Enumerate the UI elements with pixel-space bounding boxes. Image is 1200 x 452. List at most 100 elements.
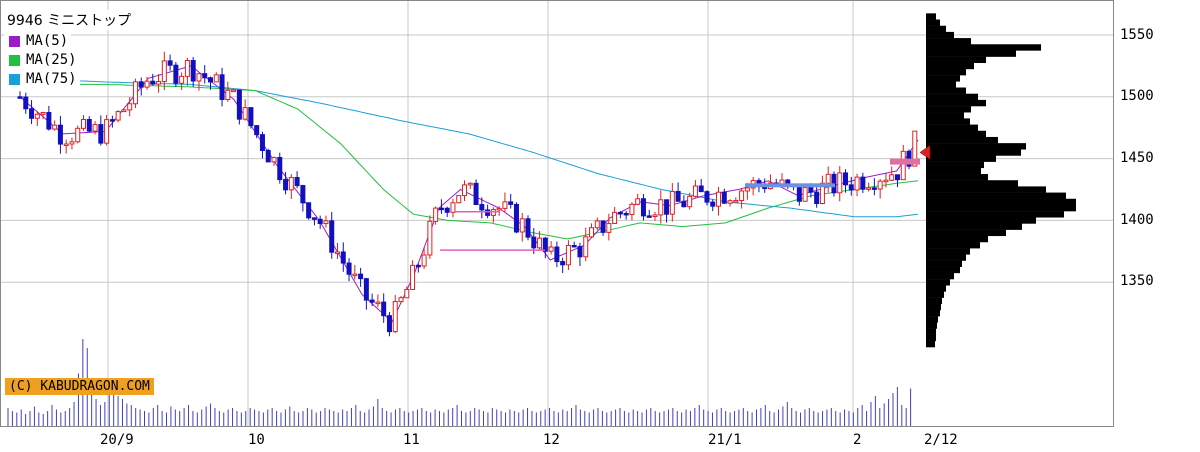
profile-bar xyxy=(926,297,942,305)
profile-bar xyxy=(926,328,936,335)
candle-body xyxy=(848,184,854,191)
candle-body xyxy=(265,149,271,163)
x-tick-label: 21/1 xyxy=(708,432,742,448)
candle-body xyxy=(173,64,179,84)
candle-body xyxy=(438,207,444,211)
candle-body xyxy=(219,74,225,100)
legend-swatch-ma5 xyxy=(9,35,20,47)
candle-body xyxy=(542,237,548,252)
profile-bar xyxy=(926,19,940,26)
candle-body xyxy=(150,80,156,85)
candle-body xyxy=(225,89,231,100)
candle-body xyxy=(138,81,144,88)
profile-bar xyxy=(926,13,936,20)
volume-bars xyxy=(7,339,912,426)
candle-body xyxy=(248,107,254,127)
candle-body xyxy=(612,211,618,224)
candle-body xyxy=(866,187,872,190)
x-tick-label: 2/12 xyxy=(924,432,958,448)
candle-body xyxy=(456,195,462,204)
candle-body xyxy=(600,220,606,233)
candle-body xyxy=(473,182,479,206)
candle-body xyxy=(727,200,733,204)
candle-body xyxy=(40,112,46,115)
profile-bar xyxy=(926,322,937,329)
legend-item-ma75: MA(75) xyxy=(4,71,80,87)
profile-bar xyxy=(926,204,1076,212)
candle-body xyxy=(531,236,537,249)
candle-body xyxy=(560,261,566,266)
profile-bar xyxy=(926,136,998,144)
candle-body xyxy=(398,297,404,303)
candle-body xyxy=(144,80,150,88)
candle-body xyxy=(179,75,185,84)
profile-bar xyxy=(926,31,954,39)
candle-body xyxy=(69,141,75,145)
ma75-line xyxy=(19,77,919,218)
candle-body xyxy=(283,179,289,191)
profile-bar xyxy=(926,242,980,249)
candle-body xyxy=(410,264,416,290)
profile-bar xyxy=(926,248,970,255)
price-marker-triangle xyxy=(919,144,931,160)
candle-body xyxy=(404,288,410,299)
x-tick-label: 20/9 xyxy=(100,432,134,448)
candle-body xyxy=(271,156,277,163)
candle-body xyxy=(46,112,52,130)
profile-bar xyxy=(926,310,940,317)
candle-body xyxy=(81,118,87,129)
profile-bar xyxy=(926,161,984,169)
candle-body xyxy=(646,215,652,218)
profile-bar xyxy=(926,56,986,64)
candle-body xyxy=(883,179,889,183)
candle-body xyxy=(669,190,675,215)
candle-body xyxy=(444,207,450,213)
profile-bar xyxy=(926,229,1006,237)
candle-body xyxy=(479,204,485,211)
y-tick-label: 1350 xyxy=(1120,273,1154,289)
profile-bar xyxy=(926,38,971,45)
candle-body xyxy=(467,182,473,186)
profile-bar xyxy=(926,223,1022,230)
candle-body xyxy=(363,278,369,301)
candle-body xyxy=(877,180,883,190)
profile-bar xyxy=(926,285,946,292)
candle-body xyxy=(109,119,115,122)
candle-body xyxy=(196,73,202,82)
candle-body xyxy=(640,198,646,217)
candle-body xyxy=(259,134,265,151)
candle-body xyxy=(496,207,502,211)
candle-body xyxy=(202,73,208,79)
profile-bar xyxy=(926,155,996,162)
profile-bar xyxy=(926,75,960,82)
y-tick-label: 1550 xyxy=(1120,27,1154,43)
candle-body xyxy=(52,124,58,130)
candle-body xyxy=(23,96,29,110)
profile-bar xyxy=(926,130,986,138)
profile-bar xyxy=(926,316,938,323)
candle-body xyxy=(675,190,681,202)
ma25-line xyxy=(20,83,919,240)
profile-bar xyxy=(926,266,960,274)
candle-body xyxy=(329,220,335,253)
candle-body xyxy=(513,203,519,233)
legend-swatch-ma75 xyxy=(9,73,20,85)
candle-body xyxy=(502,201,508,209)
candle-body xyxy=(537,237,543,249)
profile-bar xyxy=(926,50,1016,57)
profile-bar xyxy=(926,235,988,243)
candle-body xyxy=(306,202,312,219)
candle-body xyxy=(825,173,831,184)
x-tick-label: 12 xyxy=(543,432,560,448)
candle-body xyxy=(392,301,398,333)
profile-bar xyxy=(926,192,1066,199)
candle-body xyxy=(508,201,514,205)
candle-body xyxy=(317,218,323,225)
profile-bar xyxy=(926,291,944,298)
candle-body xyxy=(733,199,739,203)
x-tick-label: 11 xyxy=(403,432,420,448)
profile-bar xyxy=(926,279,950,286)
profile-bar xyxy=(926,149,1021,156)
profile-bar xyxy=(926,99,986,107)
profile-bar xyxy=(926,87,966,94)
